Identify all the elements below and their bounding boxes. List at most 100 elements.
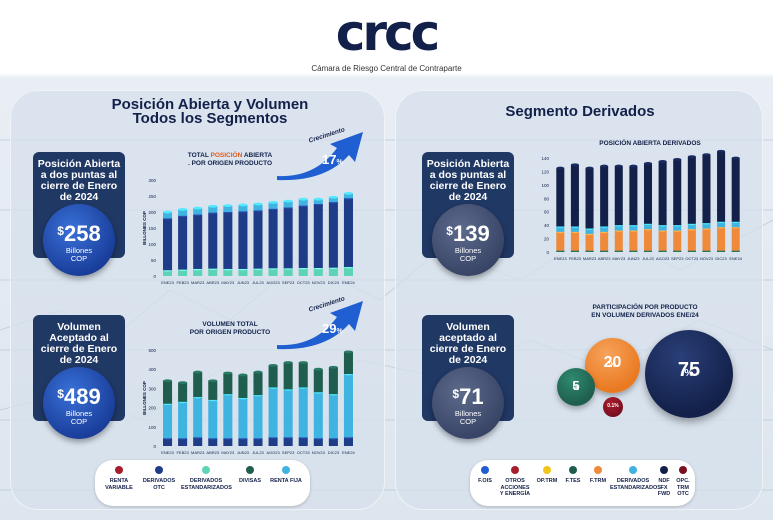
bar-segment (223, 268, 233, 276)
bar-segment (343, 374, 353, 438)
y-axis-label: BILLONES COP (142, 211, 147, 245)
bar-segment (658, 230, 667, 251)
x-tick-label: MAY23 (221, 450, 235, 455)
bar-segment (570, 231, 579, 251)
y-tick-label: 500 (148, 348, 156, 353)
bar-segment (658, 161, 667, 226)
bar-segment-top (268, 363, 278, 367)
x-tick-label: JUN23 (237, 450, 250, 455)
bar-segment (253, 372, 263, 396)
bar-segment (163, 218, 173, 271)
bar-segment (163, 212, 173, 219)
bar-segment-top (600, 164, 609, 168)
x-tick-label: NOV23 (312, 280, 326, 285)
kpi-value-circle: $258 Billones COP (43, 204, 115, 276)
y-tick-label: 200 (148, 406, 156, 411)
bar-segment (238, 438, 248, 446)
derivatives-open-interest-bar-chart: 0 20 40 60 80 100 120 140 ENE23 FEB23 MAR23 ABR23 MA… (541, 149, 743, 261)
bar-segment-top (343, 350, 353, 354)
bar-segment (702, 223, 711, 229)
kpi-value: $139 (446, 221, 490, 246)
bar-segment (614, 225, 623, 231)
kpi-label: Volumen aceptado al cierre de Enero de 2… (429, 321, 507, 366)
bar-segment-top (283, 199, 293, 203)
kpi-volume-card: Volumen Aceptado al cierre de Enero de 2… (33, 315, 125, 439)
bar-segment (178, 209, 188, 216)
bar-segment (193, 372, 203, 398)
bar-segment (238, 268, 248, 276)
bar-segment-top (673, 157, 682, 161)
legend: F.OIS OTROS ACCIONES Y ENERGÍA OP.TRM F.… (470, 460, 695, 506)
x-tick-label: ENE23 (161, 280, 174, 285)
bar-segment (178, 401, 188, 439)
bar-segment (673, 159, 682, 226)
bar-segment (283, 201, 293, 208)
kpi-value-circle: $139 Billones COP (432, 204, 504, 276)
chart1-title: TOTAL POSICIÓN ABIERTA . POR ORIGEN PROD… (187, 152, 273, 167)
x-tick-label: SEP23 (671, 256, 684, 261)
bar-segment (643, 229, 653, 251)
logo-subtitle: Cámara de Riesgo Central de Contraparte (311, 64, 462, 73)
bar-segment-top (717, 149, 726, 153)
bar-segment (298, 205, 308, 268)
y-tick-label: 60 (544, 210, 550, 215)
x-tick-label: ENE24 (342, 450, 355, 455)
kpi-value: $258 (57, 221, 101, 246)
bar-segment (238, 211, 248, 269)
bar-segment (193, 208, 203, 215)
bar-segment-top (343, 192, 353, 195)
y-tick-label: 0 (546, 250, 549, 255)
legend: RENTA VARIABLE DERIVADOS OTC DERIVADOS E… (95, 460, 310, 506)
bar-segment (268, 208, 278, 269)
x-tick-label: OCT23 (297, 450, 311, 455)
x-tick-label: AGO23 (266, 450, 280, 455)
legend-item: DERIVADOS OTC (141, 466, 177, 491)
bar-segment-top (687, 155, 696, 159)
panel-title-line1: Posición Abierta y Volumen (111, 96, 309, 113)
bar-segment (600, 226, 609, 232)
y-tick-label: 140 (541, 156, 549, 161)
bar-segment-top (585, 166, 594, 170)
bar-segment (629, 166, 638, 226)
bar-segment (238, 398, 248, 439)
x-tick-label: DIC23 (328, 450, 340, 455)
bar-segment (328, 267, 338, 276)
bar-segment (673, 225, 682, 231)
bar-segment (556, 226, 565, 232)
bar-segment (313, 438, 323, 446)
bar-segment-top (208, 379, 218, 383)
x-tick-label: ABR23 (206, 280, 219, 285)
bar-segment-top (223, 371, 233, 375)
growth-value: 29% (322, 321, 343, 336)
bar-segment (343, 198, 353, 268)
bar-segment (717, 151, 726, 222)
bar-segment (585, 228, 594, 234)
bar-segment (253, 395, 263, 439)
bar-segment (643, 163, 653, 224)
bar-segment-top (570, 163, 579, 167)
legend-swatch (679, 466, 687, 474)
kpi-value: $489 (57, 384, 101, 409)
bar-segment-top (629, 164, 638, 168)
bar-segment (614, 166, 623, 226)
legend-swatch (543, 466, 551, 474)
kpi-label: Posición Abierta a dos puntas al cierre … (37, 158, 121, 203)
bar-segment-top (193, 206, 203, 210)
bar-segment (208, 268, 218, 276)
bar-segment (328, 394, 338, 439)
chart2-title: VOLUMEN TOTAL POR ORIGEN PRODUCTO (189, 321, 271, 336)
kpi-volume-card: Volumen aceptado al cierre de Enero de 2… (422, 315, 514, 439)
bar-segment (687, 156, 696, 224)
bar-segment (193, 268, 203, 276)
bar-segment (298, 268, 308, 276)
x-tick-label: ENE23 (161, 450, 174, 455)
bar-segment (268, 365, 278, 388)
legend-item: DIVISAS (235, 466, 265, 485)
bar-segment (208, 212, 218, 269)
bar-segment (208, 206, 218, 213)
bar-segment (253, 438, 263, 446)
x-tick-label: MAY23 (612, 256, 626, 261)
bubble-opc-trm-otc: 0.1% (603, 397, 623, 417)
bar-segment (600, 166, 609, 227)
